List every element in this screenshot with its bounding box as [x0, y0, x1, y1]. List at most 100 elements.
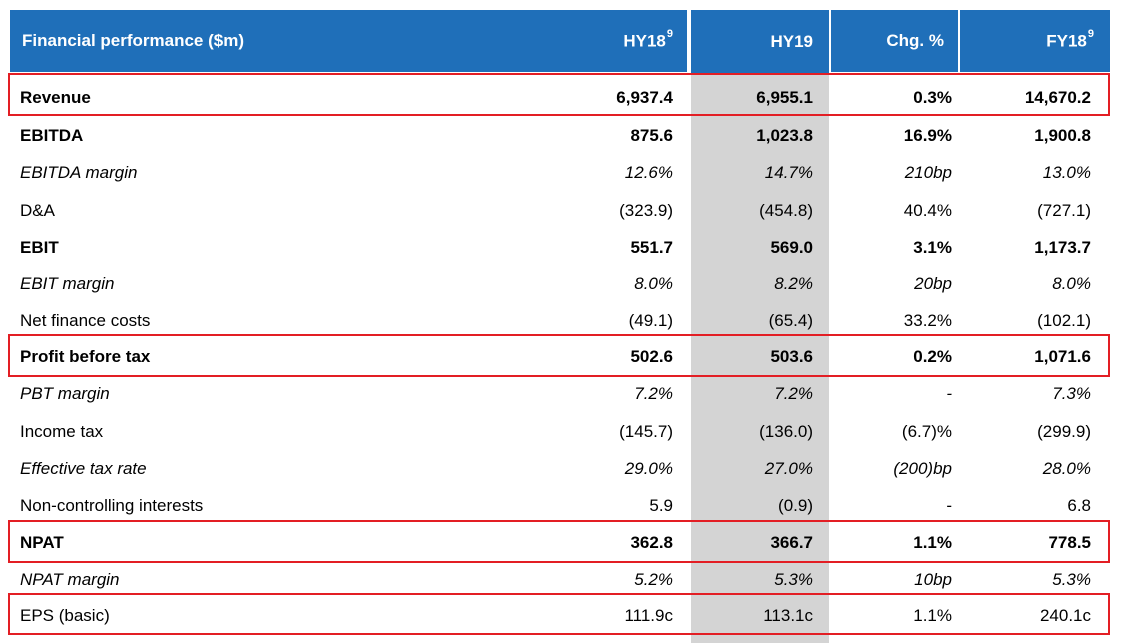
cell-hy18: 5.9 [649, 495, 673, 515]
header-hy19-cell: HY19 [691, 10, 829, 74]
cell-fy18: (102.1) [1037, 310, 1091, 330]
cell-chg: 33.2% [903, 310, 952, 330]
cell-fy18: (727.1) [1037, 200, 1091, 220]
row-label: EBITDA [20, 125, 84, 145]
cell-fy18: 1,173.7 [1034, 237, 1091, 257]
row-label: EBIT [20, 237, 59, 257]
row-label: NPAT [20, 532, 64, 552]
table-row: EBIT margin 8.0% 8.2% 20bp 8.0% [0, 265, 1121, 302]
cell-hy18: 551.7 [630, 237, 673, 257]
cell-hy18: 111.9c [624, 605, 673, 625]
highlight-box-npat [8, 520, 1110, 563]
cell-hy18: 29.0% [624, 458, 673, 478]
row-label: Income tax [20, 421, 104, 441]
cell-fy18: 7.3% [1052, 383, 1091, 403]
highlight-box-revenue [8, 73, 1110, 116]
cell-chg: 0.2% [913, 346, 952, 366]
cell-fy18: 6.8 [1067, 495, 1091, 515]
row-label: PBT margin [20, 383, 110, 403]
header-hy19: HY19 [770, 32, 813, 51]
table-row: EPS (basic) 111.9c 113.1c 1.1% 240.1c [0, 597, 1121, 634]
cell-hy19: 113.1c [763, 605, 813, 625]
row-label: Net finance costs [20, 310, 151, 330]
cell-hy19: 503.6 [770, 346, 813, 366]
highlight-box-profit-before-tax [8, 334, 1110, 377]
header-fy18-cell: FY189 [960, 10, 1110, 72]
cell-hy18: 502.6 [630, 346, 673, 366]
row-label: EBIT margin [20, 273, 115, 293]
table-row: EBIT 551.7 569.0 3.1% 1,173.7 [0, 229, 1121, 266]
row-label: D&A [20, 200, 55, 220]
cell-fy18: 13.0% [1042, 162, 1091, 182]
cell-hy19: 1,023.8 [756, 125, 813, 145]
row-label: EPS (basic) [20, 605, 110, 625]
cell-chg: 0.3% [913, 87, 952, 107]
cell-chg: 10bp [914, 569, 952, 589]
table-row: D&A (323.9) (454.8) 40.4% (727.1) [0, 192, 1121, 229]
table-row: EBITDA 875.6 1,023.8 16.9% 1,900.8 [0, 117, 1121, 154]
cell-hy18: 6,937.4 [616, 87, 673, 107]
cell-hy19: 366.7 [770, 532, 813, 552]
table-row: Non-controlling interests 5.9 (0.9) - 6.… [0, 487, 1121, 524]
cell-chg: 16.9% [903, 125, 952, 145]
cell-hy18: 875.6 [630, 125, 673, 145]
cell-fy18: 240.1c [1039, 605, 1091, 625]
cell-chg: 210bp [904, 162, 952, 182]
cell-hy19: 8.2% [774, 273, 813, 293]
table-row: Net finance costs (49.1) (65.4) 33.2% (1… [0, 302, 1121, 339]
cell-chg: 1.1% [913, 532, 952, 552]
row-label: Profit before tax [20, 346, 151, 366]
cell-hy19: 14.7% [764, 162, 813, 182]
cell-hy18: 5.2% [634, 569, 673, 589]
table-row: Revenue 6,937.4 6,955.1 0.3% 14,670.2 [0, 79, 1121, 116]
cell-fy18: 1,071.6 [1034, 346, 1091, 366]
table-row: Profit before tax 502.6 503.6 0.2% 1,071… [0, 338, 1121, 375]
table-row: EBITDA margin 12.6% 14.7% 210bp 13.0% [0, 154, 1121, 191]
header-fy18: FY189 [1046, 27, 1094, 51]
cell-hy18: (49.1) [628, 310, 673, 330]
footnote-ref: 9 [666, 27, 673, 40]
cell-fy18: 5.3% [1052, 569, 1091, 589]
cell-hy19: (454.8) [759, 200, 813, 220]
cell-chg: 3.1% [913, 237, 952, 257]
cell-fy18: 1,900.8 [1034, 125, 1091, 145]
cell-chg: 40.4% [903, 200, 952, 220]
table-row: Income tax (145.7) (136.0) (6.7)% (299.9… [0, 413, 1121, 450]
cell-fy18: 778.5 [1048, 532, 1091, 552]
cell-chg: 20bp [914, 273, 952, 293]
cell-chg: - [946, 383, 952, 403]
header-hy18: HY189 [623, 27, 673, 51]
row-label: EBITDA margin [20, 162, 138, 182]
table-row: NPAT margin 5.2% 5.3% 10bp 5.3% [0, 561, 1121, 598]
cell-fy18: 14,670.2 [1024, 87, 1091, 107]
cell-fy18: 8.0% [1052, 273, 1091, 293]
cell-hy19: (136.0) [759, 421, 813, 441]
cell-chg: (6.7)% [901, 421, 952, 441]
header-hy18-cell: HY189 [540, 10, 687, 72]
row-label: Non-controlling interests [20, 495, 204, 515]
cell-chg: - [946, 495, 952, 515]
table-row: Effective tax rate 29.0% 27.0% (200)bp 2… [0, 450, 1121, 487]
cell-hy19: 6,955.1 [756, 87, 813, 107]
cell-fy18: 28.0% [1042, 458, 1091, 478]
cell-hy19: 5.3% [774, 569, 813, 589]
header-label: Financial performance ($m) [22, 31, 245, 50]
cell-chg: (200)bp [893, 458, 952, 478]
table-row: PBT margin 7.2% 7.2% - 7.3% [0, 375, 1121, 412]
row-label: NPAT margin [20, 569, 120, 589]
cell-hy19: 569.0 [770, 237, 813, 257]
cell-fy18: (299.9) [1037, 421, 1091, 441]
cell-chg: 1.1% [913, 605, 952, 625]
cell-hy18: 362.8 [630, 532, 673, 552]
row-label: Revenue [20, 87, 91, 107]
cell-hy18: 8.0% [634, 273, 673, 293]
table-row: NPAT 362.8 366.7 1.1% 778.5 [0, 524, 1121, 561]
cell-hy18: (145.7) [619, 421, 673, 441]
hy19-column-shading [691, 74, 829, 643]
cell-hy18: 12.6% [624, 162, 673, 182]
cell-hy19: 7.2% [774, 383, 813, 403]
highlight-box-eps [8, 593, 1110, 635]
footnote-ref: 9 [1087, 27, 1094, 40]
header-chg: Chg. % [886, 31, 944, 50]
